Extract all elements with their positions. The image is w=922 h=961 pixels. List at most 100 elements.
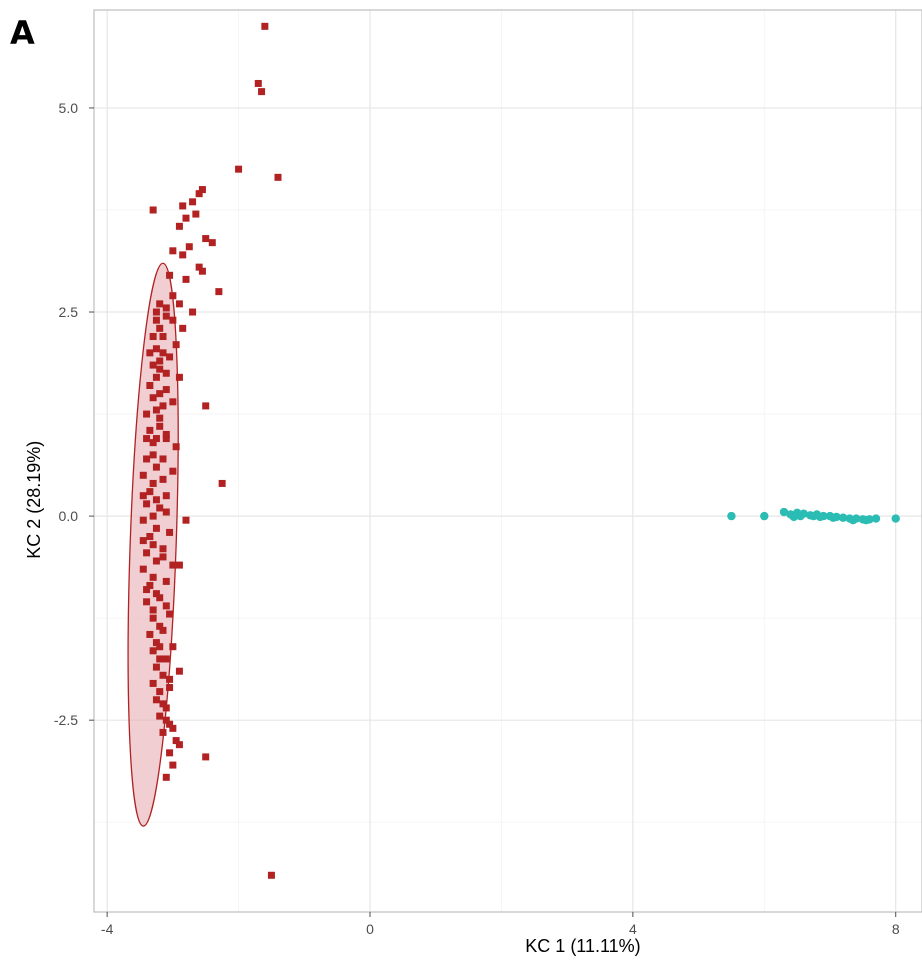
data-point-square: [152, 373, 160, 381]
data-point-square: [258, 88, 266, 96]
data-point-square: [152, 696, 160, 704]
data-point-square: [146, 533, 154, 541]
data-point-square: [162, 773, 170, 781]
data-point-square: [152, 590, 160, 598]
data-point-circle: [789, 512, 799, 522]
data-point-square: [156, 390, 164, 398]
data-point-square: [146, 581, 154, 589]
data-point-square: [152, 496, 160, 504]
data-point-square: [159, 455, 167, 463]
data-point-square: [166, 749, 174, 757]
data-point-square: [169, 247, 177, 255]
data-point-square: [152, 524, 160, 532]
data-point-square: [254, 79, 262, 87]
x-tick-label: 8: [892, 921, 900, 937]
data-point-square: [149, 394, 157, 402]
data-point-square: [143, 500, 151, 508]
data-point-square: [149, 451, 157, 459]
data-point-square: [143, 410, 151, 418]
data-point-square: [162, 508, 170, 516]
data-point-circle: [861, 515, 871, 525]
data-point-square: [172, 341, 180, 349]
data-point-square: [189, 308, 197, 316]
data-point-square: [149, 361, 157, 369]
data-point-square: [166, 720, 174, 728]
major-gridlines: [94, 10, 922, 912]
data-point-square: [143, 435, 151, 443]
data-point-circle: [779, 507, 789, 517]
data-point-square: [159, 349, 167, 357]
data-point-square: [162, 304, 170, 312]
data-point-square: [185, 243, 193, 251]
data-point-square: [166, 271, 174, 279]
data-point-square: [182, 275, 190, 283]
data-point-square: [146, 381, 154, 389]
data-point-square: [175, 222, 183, 230]
data-point-square: [179, 202, 187, 210]
data-point-square: [198, 186, 206, 194]
data-point-square: [156, 365, 164, 373]
data-point-square: [166, 610, 174, 618]
data-point-square: [149, 512, 157, 520]
data-point-square: [169, 316, 177, 324]
data-point-square: [261, 22, 269, 30]
data-point-square: [189, 198, 197, 206]
data-point-square: [202, 235, 210, 243]
data-point-square: [195, 263, 203, 271]
data-point-square: [156, 324, 164, 332]
data-point-square: [162, 577, 170, 585]
data-point-square: [162, 704, 170, 712]
data-point-circle: [809, 511, 818, 521]
data-point-square: [162, 430, 170, 438]
data-point-square: [162, 312, 170, 320]
data-point-square: [218, 479, 226, 487]
data-point-square: [169, 761, 177, 769]
data-point-square: [143, 455, 151, 463]
data-point-square: [156, 622, 164, 630]
data-point-square: [166, 528, 174, 536]
y-axis-title: KC 2 (28.19%): [24, 441, 44, 559]
data-point-square: [215, 288, 223, 296]
data-point-square: [156, 300, 164, 308]
data-point-square: [149, 333, 157, 341]
data-point-square: [149, 614, 157, 622]
data-point-square: [175, 300, 183, 308]
y-tick-label: -2.5: [54, 712, 78, 728]
data-point-square: [152, 663, 160, 671]
data-point-square: [169, 724, 177, 732]
x-tick-label: 4: [629, 921, 637, 937]
data-point-square: [162, 655, 170, 663]
data-point-square: [274, 173, 282, 181]
data-point-square: [139, 471, 147, 479]
data-point-square: [166, 353, 174, 361]
data-point-square: [159, 545, 167, 553]
data-point-square: [156, 504, 164, 512]
data-point-square: [143, 586, 151, 594]
data-point-square: [156, 414, 164, 422]
data-point-square: [149, 479, 157, 487]
data-point-circle: [848, 515, 858, 525]
data-point-square: [159, 626, 167, 634]
data-point-square: [208, 239, 216, 247]
data-point-square: [182, 516, 190, 524]
data-point-square: [179, 251, 187, 259]
data-point-square: [152, 463, 160, 471]
data-point-square: [159, 402, 167, 410]
data-point-square: [149, 573, 157, 581]
data-point-square: [159, 671, 167, 679]
x-tick-label: -4: [101, 921, 114, 937]
data-point-square: [166, 675, 174, 683]
data-point-circle: [815, 512, 825, 522]
data-point-square: [202, 753, 210, 761]
data-point-square: [159, 475, 167, 483]
data-point-square: [146, 630, 154, 638]
data-point-square: [146, 488, 154, 496]
data-point-circle: [838, 513, 848, 522]
data-point-square: [169, 467, 177, 475]
data-point-square: [179, 324, 187, 332]
data-point-square: [156, 643, 164, 651]
plot-panel-border: [93, 9, 922, 913]
data-point-square: [175, 561, 183, 569]
data-point-square: [172, 443, 180, 451]
data-point-circle: [829, 513, 838, 522]
